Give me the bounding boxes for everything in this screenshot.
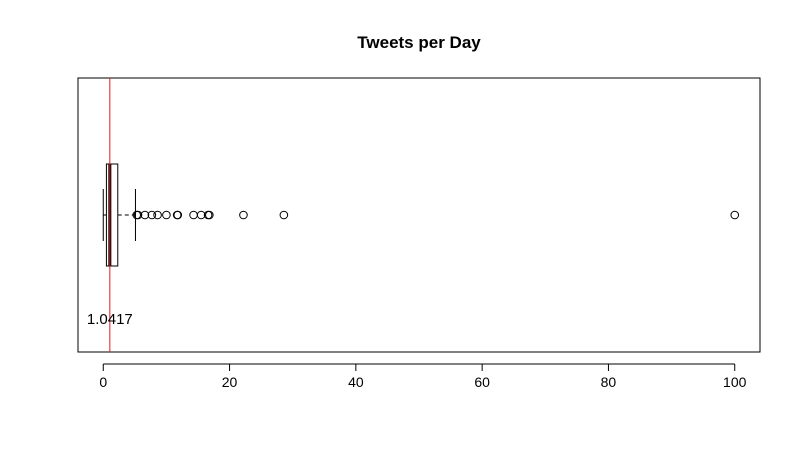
- x-tick-label: 40: [348, 374, 364, 390]
- outlier-point: [196, 210, 206, 220]
- outlier-point: [153, 210, 162, 220]
- plot-frame: [77, 77, 761, 353]
- outlier-point: [162, 210, 171, 220]
- interquartile-box: [105, 163, 119, 267]
- outlier-point: [189, 210, 198, 220]
- outlier-point: [279, 210, 289, 220]
- x-tick-label: 80: [601, 374, 617, 390]
- x-tick-label: 60: [474, 374, 490, 390]
- outlier-point: [133, 210, 143, 220]
- outlier-points: [132, 210, 740, 220]
- x-tick-label: 100: [723, 374, 747, 390]
- x-axis: 0 20 40 60 80 100: [99, 363, 747, 390]
- outlier-point: [140, 210, 150, 220]
- boxplot: [102, 163, 136, 267]
- outlier-point: [147, 210, 157, 220]
- outlier-point: [173, 210, 183, 220]
- x-tick-label: 0: [99, 374, 107, 390]
- chart-title: Tweets per Day: [357, 33, 481, 52]
- median-annotation: 1.0417: [87, 311, 133, 328]
- outlier-point: [730, 210, 740, 220]
- x-tick-label: 20: [222, 374, 238, 390]
- outlier-point: [239, 210, 248, 220]
- outlier-point: [205, 210, 214, 220]
